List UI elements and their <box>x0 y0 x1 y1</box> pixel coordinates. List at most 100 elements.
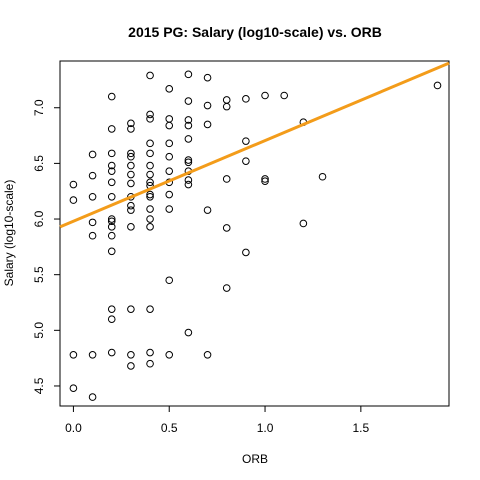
points-layer <box>69 70 442 401</box>
data-point <box>165 152 174 161</box>
data-point <box>127 161 135 170</box>
y-tick-label: 5.0 <box>32 322 46 339</box>
data-point <box>222 224 231 232</box>
data-point <box>146 359 154 368</box>
data-point <box>127 305 135 313</box>
data-point <box>146 139 154 148</box>
data-point <box>107 178 116 187</box>
data-point <box>184 135 193 143</box>
data-point <box>203 73 212 82</box>
data-point <box>127 351 135 359</box>
data-point <box>88 393 97 401</box>
data-point <box>165 276 174 285</box>
y-tick-label: 7.0 <box>32 99 46 116</box>
data-point <box>203 120 212 129</box>
data-point <box>146 170 154 179</box>
data-point <box>222 102 231 111</box>
data-point <box>146 190 154 199</box>
data-point <box>107 231 116 240</box>
x-axis-label: ORB <box>242 452 268 466</box>
data-point <box>107 247 116 256</box>
data-point <box>146 223 154 231</box>
data-point <box>69 384 78 392</box>
data-point <box>242 248 250 257</box>
data-point <box>107 223 116 231</box>
data-point <box>107 217 116 226</box>
data-point <box>242 157 250 165</box>
data-point <box>165 139 174 148</box>
x-tick-label: 1.5 <box>353 421 370 435</box>
regression-line <box>59 61 450 229</box>
data-point <box>107 315 116 323</box>
data-point <box>184 121 193 130</box>
data-point <box>165 205 174 213</box>
data-point <box>203 351 212 359</box>
y-axis: 4.5 5.0 5.5 6.0 6.5 7.0 <box>32 99 60 394</box>
data-point <box>107 167 116 175</box>
data-point <box>242 95 250 103</box>
data-point <box>261 91 269 100</box>
x-axis: 0.0 0.5 1.0 1.5 <box>65 406 370 435</box>
data-point <box>146 71 154 80</box>
data-point <box>184 176 193 184</box>
data-point <box>127 223 135 231</box>
data-point <box>88 218 97 227</box>
data-point <box>127 170 135 179</box>
data-point <box>107 215 116 223</box>
data-point <box>222 175 231 183</box>
data-point <box>107 92 116 101</box>
data-point <box>280 91 289 100</box>
data-point <box>165 121 174 130</box>
data-point <box>165 85 174 93</box>
data-point <box>261 175 269 183</box>
data-point <box>69 351 78 359</box>
data-point <box>127 119 135 128</box>
data-point <box>127 206 135 214</box>
data-point <box>184 180 193 189</box>
data-point <box>88 231 97 240</box>
data-point <box>165 167 174 175</box>
data-point <box>184 328 193 337</box>
y-tick-label: 5.5 <box>32 266 46 283</box>
data-point <box>242 137 250 145</box>
data-point <box>165 190 174 199</box>
data-point <box>107 161 116 170</box>
data-point <box>146 110 154 119</box>
data-point <box>107 348 116 357</box>
y-tick-label: 6.0 <box>32 210 46 227</box>
data-point <box>165 351 174 359</box>
data-point <box>146 149 154 158</box>
data-point <box>146 178 154 187</box>
data-point <box>107 305 116 313</box>
x-tick-label: 0.5 <box>161 421 178 435</box>
data-point <box>146 348 154 357</box>
data-point <box>107 125 116 133</box>
data-point <box>127 362 135 370</box>
data-point <box>203 206 212 214</box>
data-point <box>127 125 135 133</box>
y-axis-label: Salary (log10-scale) <box>2 180 16 287</box>
x-tick-label: 1.0 <box>257 421 274 435</box>
data-point <box>127 152 135 161</box>
data-point <box>146 115 154 123</box>
data-point <box>184 158 193 167</box>
data-point <box>69 196 78 204</box>
data-point <box>88 171 97 180</box>
data-point <box>69 180 78 189</box>
plot-area <box>59 60 450 407</box>
data-point <box>146 161 154 170</box>
data-point <box>146 305 154 313</box>
data-point <box>184 70 193 79</box>
plot-frame <box>59 60 450 407</box>
data-point <box>88 351 97 359</box>
x-tick-label: 0.0 <box>65 421 82 435</box>
fit-layer <box>59 61 450 229</box>
data-point <box>107 192 116 201</box>
data-point <box>203 101 212 110</box>
data-point <box>184 156 193 164</box>
data-point <box>299 219 308 228</box>
data-point <box>433 81 442 90</box>
data-point <box>127 201 135 210</box>
